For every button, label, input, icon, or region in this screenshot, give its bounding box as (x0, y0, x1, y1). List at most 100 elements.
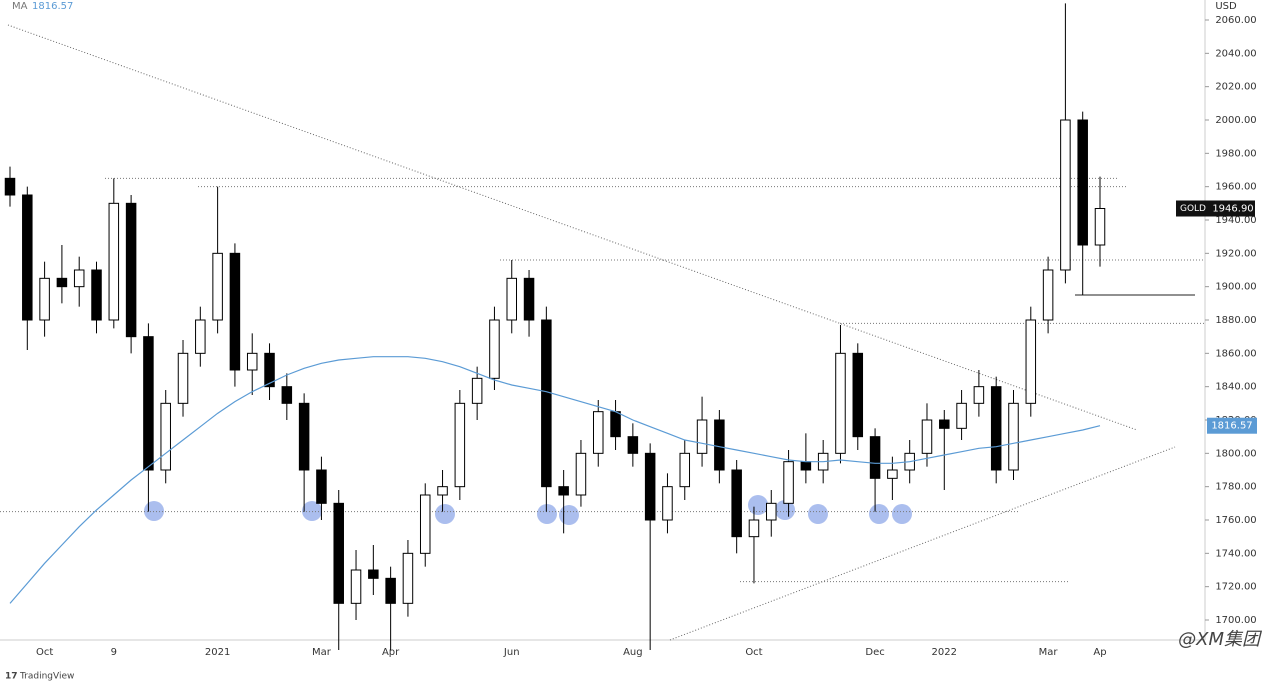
candle-body (800, 461, 812, 471)
footer-logo: 17 (5, 672, 18, 682)
candle-body (195, 319, 206, 354)
candle-body (921, 419, 933, 454)
currency-label: USD (1215, 1, 1237, 12)
candle-body (350, 569, 362, 604)
x-tick-label: 2021 (205, 647, 230, 658)
candle-body (506, 277, 518, 321)
candle-body (177, 352, 189, 404)
y-tick-label: 2020.00 (1215, 82, 1256, 93)
candle-body (748, 519, 760, 538)
x-tick-label: 9 (111, 647, 117, 658)
ma-tag: 1816.57 (1211, 421, 1252, 432)
candle-body (471, 377, 483, 404)
price-tag-name: GOLD (1180, 204, 1206, 214)
candle-body (852, 352, 864, 438)
y-tick-label: 1920.00 (1215, 248, 1256, 259)
y-tick-label: 1900.00 (1215, 282, 1256, 293)
candle-body (437, 486, 448, 496)
y-tick-label: 1740.00 (1215, 548, 1256, 559)
support-marker (144, 501, 164, 521)
y-tick-label: 1700.00 (1215, 615, 1256, 626)
candle-body (523, 277, 535, 321)
candle-body (385, 577, 396, 604)
y-tick-label: 1980.00 (1215, 148, 1256, 159)
candle-body (125, 202, 137, 338)
trendline (7, 24, 1138, 431)
candle-body (56, 277, 68, 288)
support-marker (775, 500, 795, 520)
candle-body (73, 269, 85, 288)
price-tag-bg (1211, 200, 1255, 217)
candle-body (22, 194, 33, 321)
candle-body (662, 486, 673, 521)
candle-body (575, 452, 587, 496)
ma-legend-name: MA (12, 1, 28, 12)
support-marker (892, 504, 912, 524)
candle-body (592, 411, 604, 454)
y-tick-label: 1780.00 (1215, 482, 1256, 493)
candle-body (1060, 119, 1071, 271)
y-tick-label: 1860.00 (1215, 348, 1256, 359)
ma-tag-bg (1207, 417, 1257, 434)
candle-body (783, 461, 794, 504)
candle-body (91, 269, 102, 321)
candle-body (731, 469, 742, 538)
candle-body (368, 569, 379, 579)
x-tick-label: Oct (36, 647, 53, 658)
candle-body (281, 386, 293, 404)
support-marker (808, 504, 828, 524)
ma-line (9, 356, 1101, 604)
support-marker (537, 504, 557, 524)
candle-body (990, 386, 1002, 471)
y-tick-label: 1940.00 (1215, 215, 1256, 226)
candle-body (1094, 208, 1106, 246)
candle-body (835, 352, 846, 454)
y-tick-label: 1800.00 (1215, 448, 1256, 459)
support-marker (869, 504, 889, 524)
candle-body (229, 252, 241, 371)
y-tick-label: 1760.00 (1215, 515, 1256, 526)
y-tick-label: 2060.00 (1215, 15, 1256, 26)
candle-body (696, 419, 708, 454)
candle-body (333, 502, 344, 604)
candle-body (160, 402, 171, 471)
candle-body (627, 436, 639, 454)
candle-body (1077, 119, 1088, 246)
x-tick-label: Mar (312, 647, 332, 658)
x-tick-label: Apr (382, 647, 400, 658)
candle-body (887, 469, 898, 479)
x-tick-label: Dec (865, 647, 884, 658)
y-tick-label: 2040.00 (1215, 48, 1256, 59)
price-tag: 1946.90 (1212, 204, 1253, 215)
candle-body (316, 469, 327, 504)
watermark: @XM集团 (1178, 629, 1263, 650)
candle-body (402, 552, 414, 604)
x-tick-label: Aug (623, 647, 643, 658)
candle-body (1008, 402, 1019, 471)
ma-legend-value: 1816.57 (32, 1, 73, 12)
x-tick-label: Ap (1093, 647, 1106, 658)
candle-body (939, 419, 950, 429)
candle-body (489, 319, 500, 379)
footer-brand: TradingView (19, 672, 74, 682)
x-tick-label: Mar (1039, 647, 1059, 658)
candle-body (973, 386, 985, 404)
candle-body (454, 402, 466, 488)
x-tick-label: 2022 (932, 647, 957, 658)
candle-body (679, 452, 691, 488)
price-tag-name-bg (1176, 200, 1211, 217)
candle-body (264, 352, 275, 388)
candle-body (956, 402, 967, 429)
y-tick-label: 1960.00 (1215, 182, 1256, 193)
candle-body (298, 402, 310, 471)
y-tick-label: 1720.00 (1215, 582, 1256, 593)
candle-body (39, 277, 50, 321)
x-tick-label: Oct (745, 647, 762, 658)
y-tick-label: 1840.00 (1215, 382, 1256, 393)
y-tick-label: 1880.00 (1215, 315, 1256, 326)
x-tick-label: Jun (503, 647, 520, 658)
y-tick-label: 2000.00 (1215, 115, 1256, 126)
support-marker (435, 504, 455, 524)
candle-body (558, 486, 569, 496)
candle-body (714, 419, 725, 471)
